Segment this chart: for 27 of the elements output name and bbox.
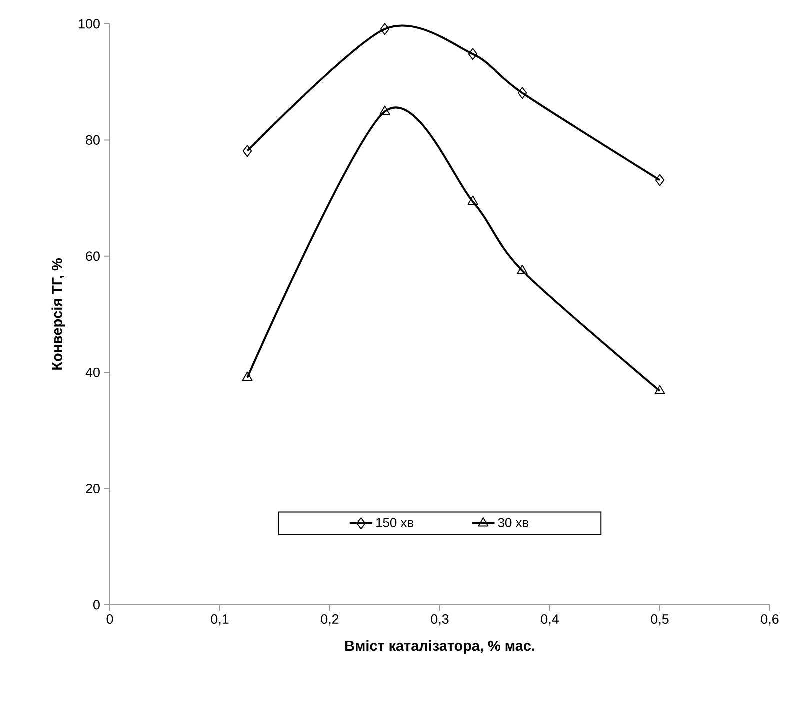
point [654,385,666,394]
legend-label: 30 хв [498,518,529,528]
x-tick-label: 0,6 [761,614,779,626]
point [518,87,528,100]
y-tick-label: 20 [86,484,100,494]
y-tick-label: 100 [79,19,100,29]
y-axis-title: Конверсія ТГ, % [52,258,66,370]
point [655,174,665,186]
y-tick-label: 40 [86,368,100,378]
x-tick-label: 0,3 [431,614,449,626]
x-tick-label: 0,4 [541,614,559,626]
point [242,372,253,382]
point [517,264,528,274]
point [468,48,478,60]
y-tick-label: 60 [86,252,100,262]
x-axis-title: Вміст каталізатора, % мас. [346,640,534,654]
legend-label: 150 хв [376,518,414,528]
point [380,23,390,36]
y-tick-label: 0 [94,600,100,610]
point [380,106,390,115]
point [468,196,478,206]
x-tick-label: 0,1 [211,614,229,626]
x-tick-label: 0,2 [321,614,339,626]
x-tick-label: 0 [106,614,114,624]
y-tick-label: 80 [86,135,100,145]
x-tick-label: 0,5 [651,614,669,626]
point [242,145,252,158]
